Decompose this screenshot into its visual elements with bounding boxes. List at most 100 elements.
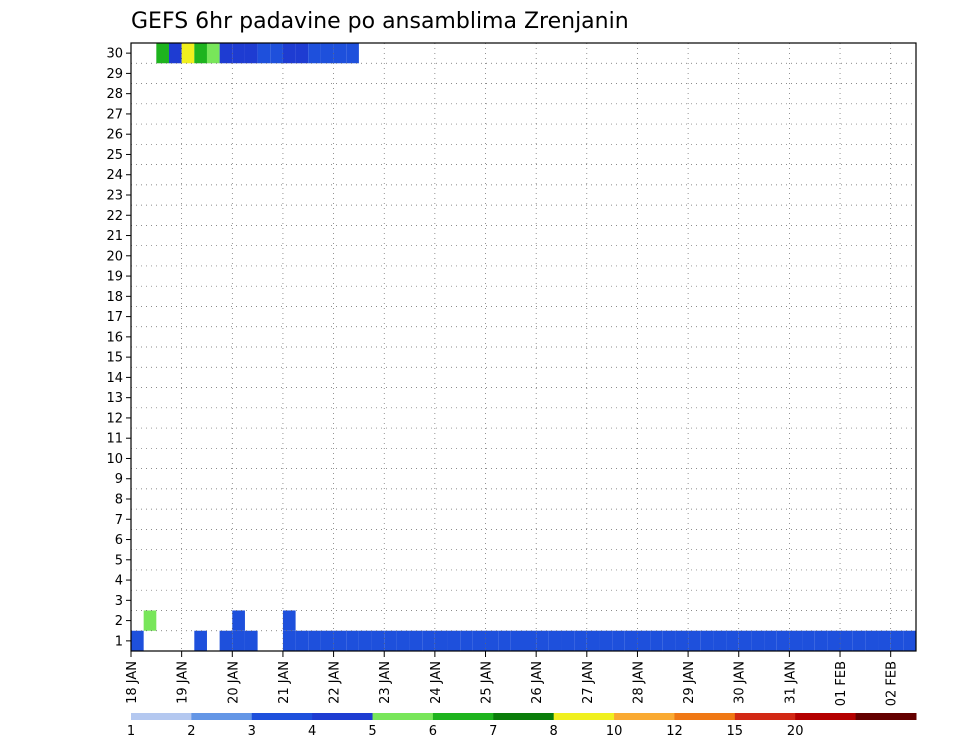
grid-lines [131, 43, 916, 651]
y-tick-label: 28 [106, 87, 123, 102]
colorbar-label: 10 [606, 724, 623, 739]
colorbar-swatch [795, 713, 857, 720]
heatmap-cell [333, 630, 347, 651]
heatmap-cell [143, 610, 157, 631]
heatmap-cell [232, 610, 245, 631]
heatmap-cell [650, 630, 663, 651]
heatmap-cells [131, 43, 916, 651]
heatmap-cell [282, 610, 296, 631]
y-tick-label: 16 [106, 330, 123, 345]
heatmap-cell [434, 630, 448, 651]
y-tick-label: 14 [106, 371, 123, 386]
x-tick-label: 19 JAN [176, 661, 191, 704]
colorbar-label: 1 [127, 724, 135, 739]
heatmap-cell [422, 630, 435, 651]
heatmap-cell [662, 630, 676, 651]
chart-title: GEFS 6hr padavine po ansamblima Zrenjani… [131, 9, 629, 34]
colorbar-label: 4 [308, 724, 316, 739]
y-tick-label: 29 [106, 67, 123, 82]
heatmap-cell [257, 43, 271, 64]
colorbar-swatch [251, 713, 313, 720]
colorbar: 1 2 3 4 5 6 7 8 10 12 15 20 [127, 713, 917, 739]
y-tick-label: 19 [106, 270, 123, 285]
heatmap-cell [713, 630, 727, 651]
y-tick-label: 26 [106, 128, 123, 143]
y-tick-label: 21 [106, 229, 123, 244]
heatmap-cell [244, 43, 258, 64]
y-tick-label: 15 [106, 351, 123, 366]
colorbar-label: 15 [727, 724, 744, 739]
heatmap-cell [219, 43, 233, 64]
colorbar-swatch [312, 713, 374, 720]
y-tick-label: 10 [106, 452, 123, 467]
colorbar-label: 3 [248, 724, 256, 739]
heatmap-cell [308, 43, 321, 64]
heatmap-cell [270, 43, 283, 64]
y-tick-label: 11 [106, 432, 123, 447]
heatmap-cell [637, 630, 651, 651]
colorbar-label: 5 [368, 724, 376, 739]
heatmap-cell [485, 630, 499, 651]
colorbar-swatch [674, 713, 736, 720]
heatmap-cell [282, 630, 296, 651]
heatmap-cell [738, 630, 752, 651]
colorbar-label: 20 [787, 724, 804, 739]
heatmap-cell [688, 630, 701, 651]
colorbar-swatch [372, 713, 434, 720]
heatmap-cell [346, 630, 359, 651]
heatmap-cell [194, 43, 207, 64]
y-tick-label: 7 [115, 513, 123, 528]
heatmap-cell [232, 43, 245, 64]
colorbar-swatch [131, 713, 192, 720]
heatmap-cell [346, 43, 359, 64]
heatmap-cell [472, 630, 486, 651]
heatmap-cell [802, 630, 815, 651]
x-tick-label: 23 JAN [378, 661, 393, 704]
x-tick-label: 30 JAN [733, 661, 748, 704]
y-axis: 1234567891011121314151617181920212223242… [106, 47, 131, 649]
heatmap-cell [295, 43, 309, 64]
heatmap-cell [206, 43, 220, 64]
y-tick-label: 8 [115, 493, 123, 508]
y-tick-label: 18 [106, 290, 123, 305]
heatmap-cell [789, 630, 803, 651]
heatmap-cell [282, 43, 296, 64]
y-tick-label: 9 [115, 472, 123, 487]
x-tick-label: 01 FEB [834, 661, 849, 706]
x-tick-label: 20 JAN [226, 661, 241, 704]
heatmap-cell [460, 630, 473, 651]
y-tick-label: 24 [106, 168, 123, 183]
heatmap-cell [612, 630, 625, 651]
y-tick-label: 4 [115, 574, 123, 589]
heatmap-cell [384, 630, 397, 651]
x-tick-label: 28 JAN [632, 661, 647, 704]
heatmap-cell [878, 630, 891, 651]
heatmap-cell [333, 43, 347, 64]
heatmap-cell [865, 630, 879, 651]
colorbar-label: 12 [666, 724, 683, 739]
colorbar-label: 7 [489, 724, 497, 739]
y-tick-label: 6 [115, 533, 123, 548]
heatmap-cell [776, 630, 790, 651]
y-tick-label: 25 [106, 148, 123, 163]
heatmap-cell [447, 630, 461, 651]
colorbar-label: 8 [550, 724, 558, 739]
heatmap-cell [194, 630, 207, 651]
colorbar-swatch [493, 713, 555, 720]
heatmap-cell [852, 630, 866, 651]
heatmap-cell [320, 630, 334, 651]
x-tick-label: 24 JAN [429, 661, 444, 704]
x-tick-label: 22 JAN [328, 661, 343, 704]
heatmap-cell [181, 43, 195, 64]
heatmap-cell [599, 630, 613, 651]
x-axis: 18 JAN 19 JAN 20 JAN 21 JAN 22 JAN 23 JAN 24 J… [125, 651, 900, 706]
heatmap-cell [726, 630, 739, 651]
heatmap-cell [320, 43, 334, 64]
x-tick-label: 21 JAN [277, 661, 292, 704]
heatmap-cell [574, 630, 587, 651]
y-tick-label: 17 [106, 310, 123, 325]
y-tick-label: 1 [115, 634, 123, 649]
plot-frame [130, 42, 917, 652]
x-tick-label: 27 JAN [581, 661, 596, 704]
heatmap-cell [168, 43, 182, 64]
